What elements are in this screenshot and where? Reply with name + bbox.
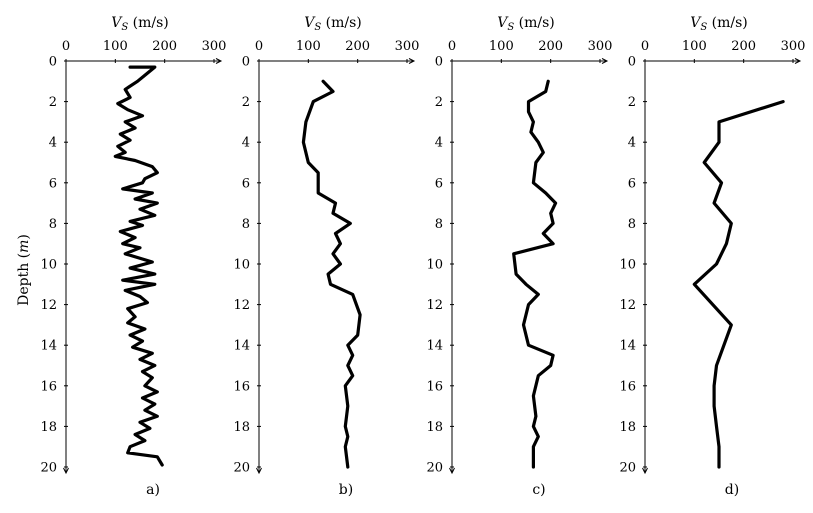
y-tick-label: 14 bbox=[233, 339, 250, 354]
x-axis-title: VS (m/s) bbox=[304, 15, 362, 33]
y-tick-label: 12 bbox=[426, 298, 443, 313]
x-tick-label: 200 bbox=[152, 39, 177, 54]
x-axis-arrow bbox=[794, 58, 802, 64]
x-axis-arrow bbox=[601, 58, 609, 64]
x-tick-label: 100 bbox=[103, 39, 128, 54]
y-tick-label: 12 bbox=[40, 298, 57, 313]
panel-c: VS (m/s) 0 100 200 300 0 2 4 6 8 10 12 14 16 18 20 c) bbox=[426, 15, 612, 498]
y-tick-label: 8 bbox=[435, 217, 443, 232]
x-tick-label: 200 bbox=[731, 39, 756, 54]
x-tick-label: 0 bbox=[255, 39, 263, 54]
y-tick-label: 14 bbox=[426, 339, 443, 354]
y-tick-label: 0 bbox=[49, 55, 57, 70]
y-tick-label: 20 bbox=[40, 461, 57, 476]
y-tick-label: 18 bbox=[233, 420, 250, 435]
y-tick-label: 20 bbox=[426, 461, 443, 476]
x-tick-label: 100 bbox=[296, 39, 321, 54]
y-axis-arrow bbox=[256, 467, 262, 475]
panel-label: c) bbox=[532, 482, 545, 498]
y-tick-label: 12 bbox=[233, 298, 250, 313]
y-axis-arrow bbox=[642, 467, 648, 475]
x-axis-arrow bbox=[215, 58, 223, 64]
y-tick-label: 4 bbox=[242, 136, 250, 151]
y-tick-label: 10 bbox=[619, 258, 636, 273]
y-tick-label: 20 bbox=[619, 461, 636, 476]
panel-label: a) bbox=[146, 482, 160, 498]
y-tick-label: 20 bbox=[233, 461, 250, 476]
y-tick-label: 2 bbox=[628, 95, 636, 110]
y-tick-label: 16 bbox=[233, 379, 250, 394]
x-tick-label: 0 bbox=[641, 39, 649, 54]
y-tick-label: 10 bbox=[426, 258, 443, 273]
y-tick-label: 0 bbox=[435, 55, 443, 70]
y-tick-label: 4 bbox=[628, 136, 636, 151]
y-tick-label: 4 bbox=[435, 136, 443, 151]
y-tick-label: 2 bbox=[49, 95, 57, 110]
y-tick-label: 8 bbox=[242, 217, 250, 232]
y-tick-label: 16 bbox=[426, 379, 443, 394]
vs-profile-line bbox=[692, 99, 785, 469]
y-tick-label: 18 bbox=[40, 420, 57, 435]
x-tick-label: 300 bbox=[588, 39, 613, 54]
y-axis-title: Depth (m) bbox=[16, 234, 32, 306]
y-tick-label: 16 bbox=[40, 379, 57, 394]
panel-b: VS (m/s) 0 100 200 300 0 2 4 6 8 10 12 14 16 18 20 b) bbox=[233, 15, 419, 498]
y-tick-label: 14 bbox=[40, 339, 57, 354]
x-tick-label: 300 bbox=[395, 39, 420, 54]
x-tick-label: 200 bbox=[345, 39, 370, 54]
y-tick-label: 0 bbox=[628, 55, 636, 70]
y-tick-label: 16 bbox=[619, 379, 636, 394]
x-tick-label: 0 bbox=[62, 39, 70, 54]
panel-d: VS (m/s) 0 100 200 300 0 2 4 6 8 10 12 14 16 18 20 d) bbox=[619, 15, 805, 498]
y-tick-label: 8 bbox=[628, 217, 636, 232]
y-tick-label: 10 bbox=[233, 258, 250, 273]
y-tick-label: 2 bbox=[435, 95, 443, 110]
x-tick-label: 100 bbox=[682, 39, 707, 54]
y-tick-label: 6 bbox=[628, 176, 636, 191]
x-axis-title: VS (m/s) bbox=[690, 15, 748, 33]
y-tick-label: 14 bbox=[619, 339, 636, 354]
vs-profile-line bbox=[512, 79, 558, 469]
x-axis-arrow bbox=[408, 58, 416, 64]
panel-label: b) bbox=[339, 482, 353, 498]
y-tick-label: 0 bbox=[242, 55, 250, 70]
y-tick-label: 6 bbox=[435, 176, 443, 191]
y-tick-label: 18 bbox=[619, 420, 636, 435]
y-tick-label: 4 bbox=[49, 136, 57, 151]
x-tick-label: 100 bbox=[489, 39, 514, 54]
y-tick-label: 6 bbox=[49, 176, 57, 191]
y-tick-label: 6 bbox=[242, 176, 250, 191]
y-axis-arrow bbox=[449, 467, 455, 475]
x-tick-label: 200 bbox=[538, 39, 563, 54]
vs-profile-line bbox=[113, 65, 164, 467]
vs-profile-line bbox=[301, 79, 362, 469]
y-tick-label: 12 bbox=[619, 298, 636, 313]
y-tick-label: 8 bbox=[49, 217, 57, 232]
y-tick-label: 18 bbox=[426, 420, 443, 435]
x-axis-title: VS (m/s) bbox=[497, 15, 555, 33]
y-tick-label: 10 bbox=[40, 258, 57, 273]
panel-label: d) bbox=[725, 482, 739, 498]
y-tick-label: 2 bbox=[242, 95, 250, 110]
x-axis-title: VS (m/s) bbox=[111, 15, 169, 33]
x-tick-label: 0 bbox=[448, 39, 456, 54]
panel-a: VS (m/s) 0 100 200 300 0 2 4 6 8 10 12 14 16 18 20 Depth… bbox=[16, 15, 226, 498]
x-tick-label: 300 bbox=[202, 39, 227, 54]
x-tick-label: 300 bbox=[781, 39, 806, 54]
y-axis-arrow bbox=[63, 467, 69, 475]
